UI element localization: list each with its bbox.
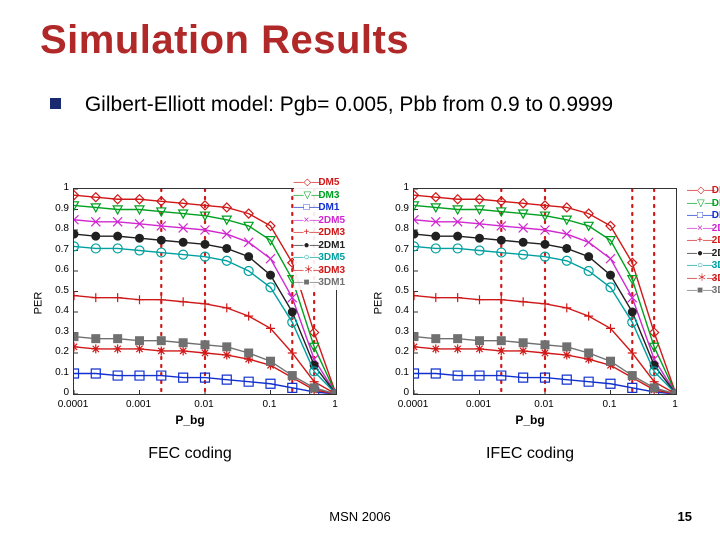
x-tick-label: 0.0001 [53, 399, 93, 410]
y-tick-label: 0 [379, 387, 409, 398]
y-tick-label: 0.4 [379, 305, 409, 316]
x-tick-label: 0.001 [119, 399, 159, 410]
y-tick-label: 0.3 [39, 326, 69, 337]
bullet-icon [50, 98, 61, 109]
legend-item: —○— 3DM5 [294, 252, 345, 265]
x-tick-label: 0.01 [184, 399, 224, 410]
y-tick-label: 0 [39, 387, 69, 398]
y-tick-label: 0.9 [379, 203, 409, 214]
x-tick-label: 0.1 [250, 399, 290, 410]
legend-item: —+— 2DMI3 [687, 235, 720, 248]
x-axis-label: P_bg [375, 413, 685, 427]
chart-sublabel-ifec: IFEC coding [375, 445, 685, 463]
legend-item: —＊— 3DMI3 [687, 273, 720, 286]
legend-item: —◇— DMI5 [687, 185, 720, 198]
y-tick-label: 0.4 [39, 305, 69, 316]
y-tick-label: 0.2 [39, 346, 69, 357]
y-tick-label: 0.7 [39, 244, 69, 255]
chart-fec: PER P_bg 00.10.20.30.40.50.60.70.80.910.… [35, 180, 345, 425]
chart-sublabel-fec: FEC coding [35, 445, 345, 463]
y-tick-label: 0.9 [39, 203, 69, 214]
legend-item: —■— 3DM1 [294, 277, 345, 290]
legend-item: —×— 2DMI5 [687, 223, 720, 236]
slide-title: Simulation Results [40, 18, 409, 63]
y-tick-label: 0.5 [39, 285, 69, 296]
legend: —◇— DMI5—▽— DMI3—□— DMI1—×— 2DMI5—+— 2DM… [687, 185, 720, 298]
legend-item: —▽— DM3 [294, 190, 345, 203]
y-tick-label: 0.8 [379, 223, 409, 234]
bullet-text: Gilbert-Elliott model: Pgb= 0.005, Pbb f… [85, 93, 613, 116]
y-tick-label: 0.6 [379, 264, 409, 275]
legend-item: —●— 2DMI1 [687, 248, 720, 261]
y-tick-label: 1 [379, 182, 409, 193]
x-axis-label: P_bg [35, 413, 345, 427]
legend: —◇— DM5—▽— DM3—□— DM1—×— 2DM5—+— 2DM3—●—… [294, 177, 345, 290]
y-tick-label: 0.6 [39, 264, 69, 275]
y-tick-label: 0.1 [39, 367, 69, 378]
y-tick-label: 0.1 [379, 367, 409, 378]
series-line-2DM1 [414, 234, 676, 394]
x-tick-label: 0.001 [459, 399, 499, 410]
y-tick-label: 0.2 [379, 346, 409, 357]
plot-area [413, 188, 677, 395]
x-tick-label: 1 [315, 399, 355, 410]
x-tick-label: 0.1 [590, 399, 630, 410]
slide: Simulation Results Gilbert-Elliott model… [0, 0, 720, 540]
legend-item: —＊— 3DM3 [294, 265, 345, 278]
legend-item: —□— DMI1 [687, 210, 720, 223]
x-tick-label: 0.0001 [393, 399, 433, 410]
chart-svg [414, 189, 676, 394]
legend-item: —□— DM1 [294, 202, 345, 215]
y-tick-label: 1 [39, 182, 69, 193]
legend-item: —■— 3DMI1 [687, 285, 720, 298]
page-number: 15 [678, 509, 692, 524]
legend-item: —+— 2DM3 [294, 227, 345, 240]
x-tick-label: 0.01 [524, 399, 564, 410]
footer-text: MSN 2006 [0, 509, 720, 524]
chart-ifec: PER P_bg 00.10.20.30.40.50.60.70.80.910.… [375, 180, 685, 425]
bullet: Gilbert-Elliott model: Pgb= 0.005, Pbb f… [50, 90, 680, 120]
legend-item: —▽— DMI3 [687, 198, 720, 211]
y-tick-label: 0.5 [379, 285, 409, 296]
legend-item: —●— 2DM1 [294, 240, 345, 253]
x-tick-label: 1 [655, 399, 695, 410]
legend-item: —◇— DM5 [294, 177, 345, 190]
y-tick-label: 0.3 [379, 326, 409, 337]
y-tick-label: 0.7 [379, 244, 409, 255]
legend-item: —×— 2DM5 [294, 215, 345, 228]
y-tick-label: 0.8 [39, 223, 69, 234]
legend-item: —○— 3DMI5 [687, 260, 720, 273]
